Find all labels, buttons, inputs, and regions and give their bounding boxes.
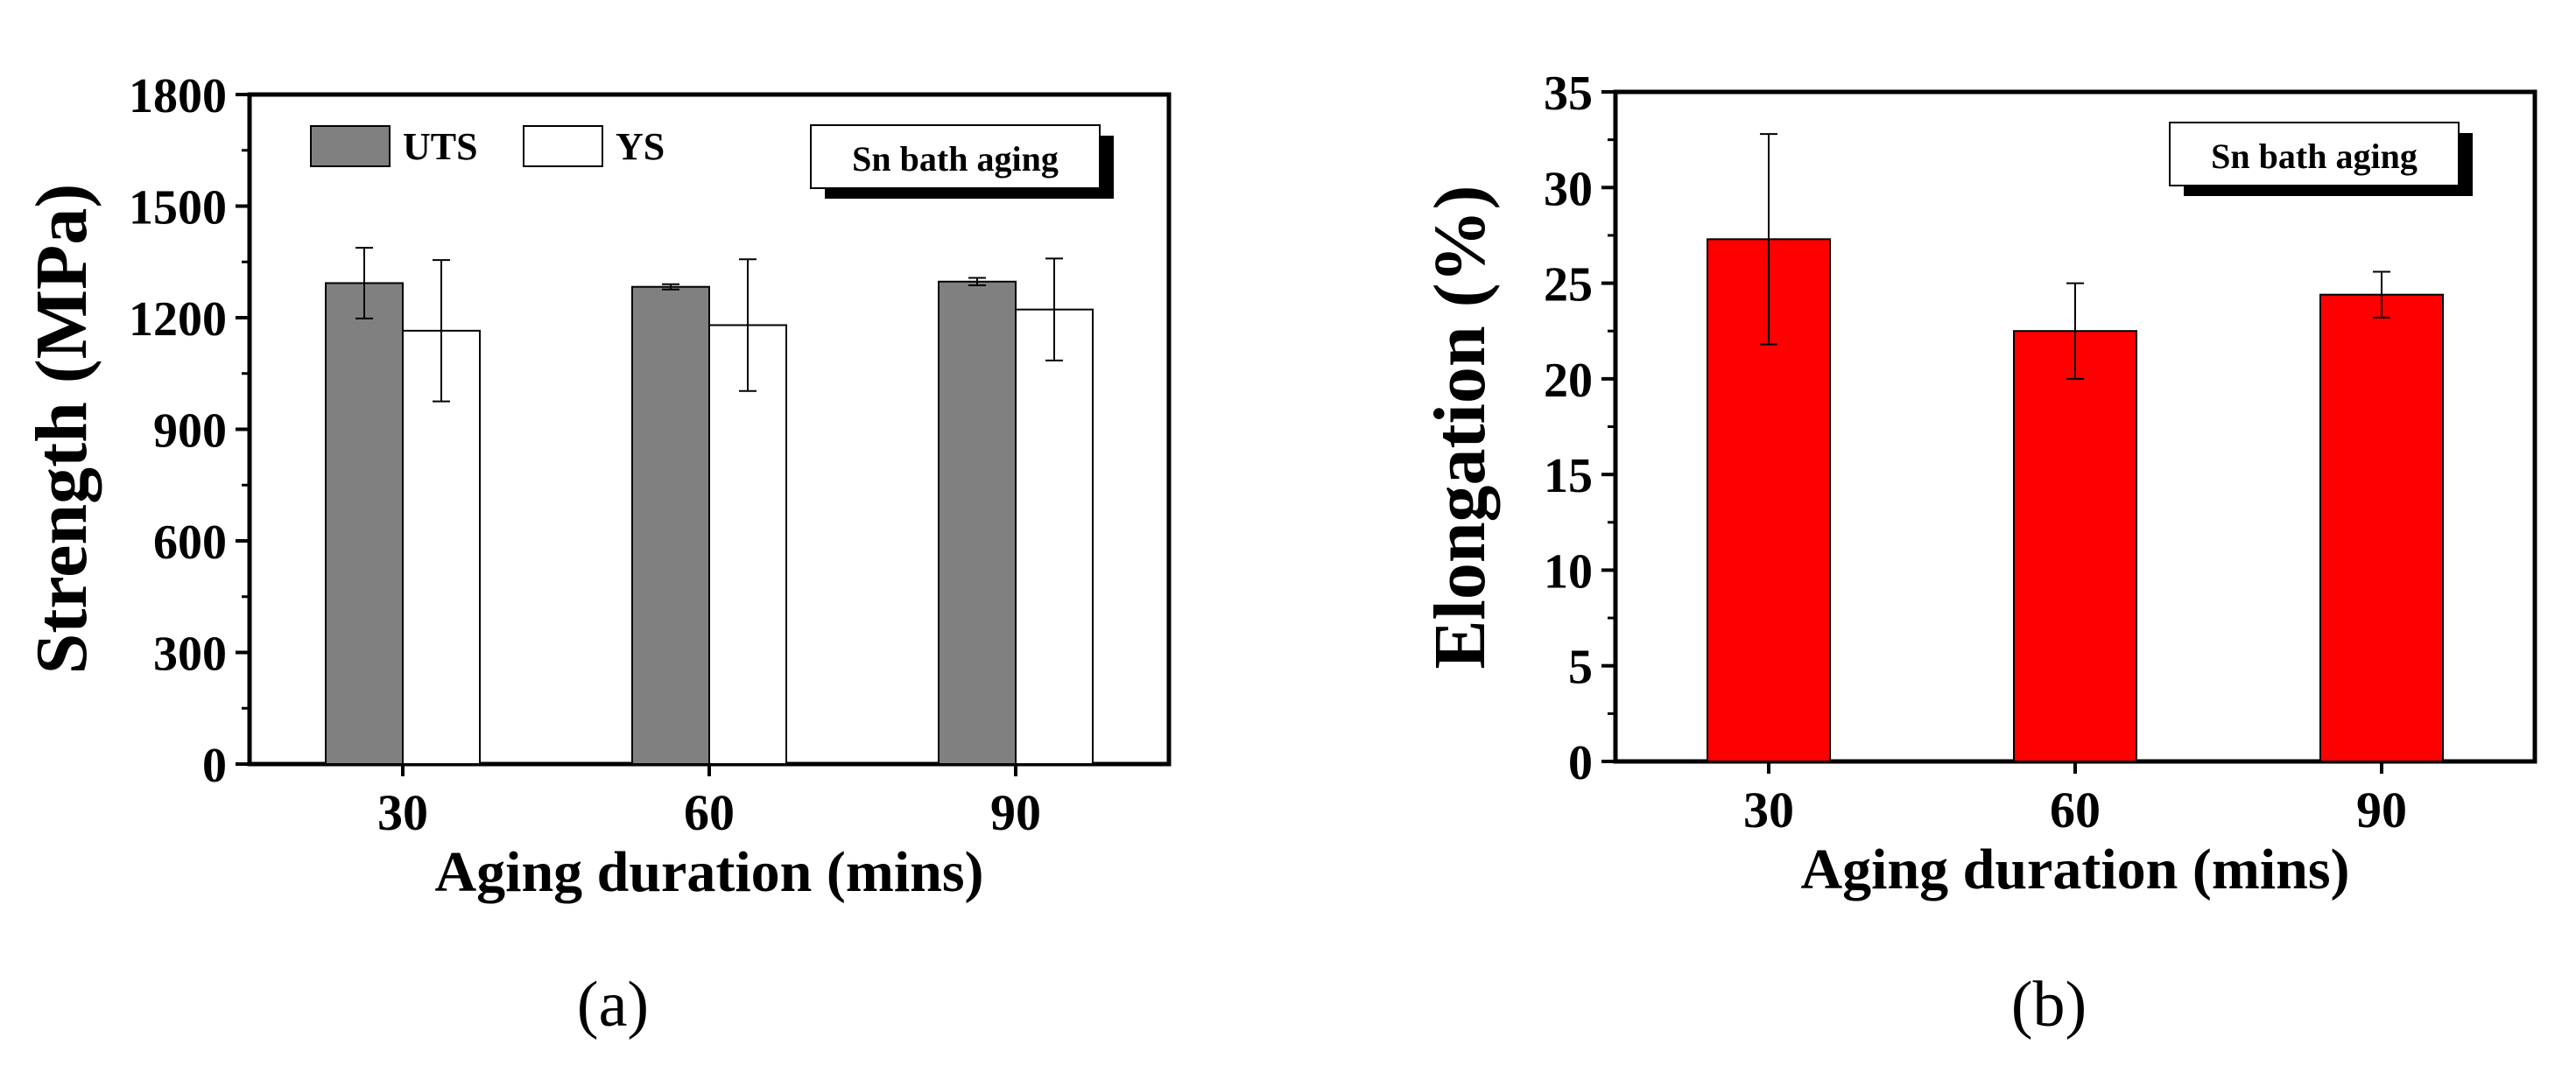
y-tick-label: 5 [1568,641,1593,695]
error-bar [2373,270,2390,319]
bar [2013,330,2137,762]
legend-label-uts: UTS [403,125,478,168]
y-tick-label: 600 [153,515,227,570]
bar [1015,308,1094,765]
y-axis-label-a: Strength (MPa) [21,184,102,675]
x-tick-label: 30 [1743,782,1794,838]
x-axis-label-b: Aging duration (mins) [1800,838,2349,901]
x-tick-label: 30 [377,784,428,841]
y-tick-label: 30 [1544,162,1593,216]
y-tick-label: 0 [1568,736,1593,790]
y-axis-a: 0 300 600 900 1200 1500 1800 [129,69,250,793]
legend-a: UTS YS [310,125,665,168]
bar [938,280,1017,765]
x-tick-label: 60 [684,784,735,841]
x-tick-label: 90 [990,784,1041,841]
error-bar [662,283,679,291]
y-tick-label: 0 [202,739,227,793]
annotation-text-b: Sn bath aging [2211,137,2418,176]
y-tick-label: 15 [1544,449,1593,503]
y-tick-label: 1500 [129,181,227,235]
y-tick-label: 300 [153,628,227,682]
chart-panel-b: 0 5 10 15 20 25 30 35 30 60 90 Elongation (%) Agi… [1419,67,2537,1041]
annotation-box-a: Sn bath aging [810,124,1114,199]
error-bar [1760,133,1777,346]
bar [325,282,404,766]
error-bar [355,247,373,319]
error-bar [433,259,450,403]
bar [631,285,710,766]
bars-b [1707,133,2444,762]
y-tick-label: 1800 [129,69,227,123]
legend-swatch-uts [310,125,391,167]
bar [708,324,787,765]
x-tick-label: 60 [2050,782,2101,838]
y-axis-label-b: Elongation (%) [1419,185,1501,669]
panel-label-b: (b) [2011,969,2087,1041]
panel-label-a: (a) [577,969,649,1041]
y-tick-label: 1200 [129,292,227,347]
x-axis-b: 30 60 90 [1743,761,2407,838]
error-bar [1045,257,1063,361]
y-tick-label: 900 [153,404,227,459]
error-bar [2066,282,2084,380]
x-tick-label: 90 [2356,782,2407,838]
legend-swatch-ys [523,125,603,167]
error-bar [968,277,986,287]
chart-panel-a: 0 300 600 900 1200 1500 1800 30 60 90 Strength (… [21,69,1172,1041]
y-tick-label: 10 [1544,544,1593,599]
bar [402,329,481,765]
error-bar [739,258,757,392]
legend-label-ys: YS [616,125,665,168]
y-tick-label: 25 [1544,258,1593,312]
annotation-box-b: Sn bath aging [2169,122,2473,196]
y-tick-label: 20 [1544,354,1593,408]
bars-a [325,247,1094,766]
bar [2319,293,2444,762]
x-axis-label-a: Aging duration (mins) [434,840,983,904]
x-axis-a: 30 60 90 [377,764,1041,841]
y-axis-b: 0 5 10 15 20 25 30 35 [1544,67,1615,790]
annotation-text-a: Sn bath aging [852,139,1059,179]
y-tick-label: 35 [1544,67,1593,121]
